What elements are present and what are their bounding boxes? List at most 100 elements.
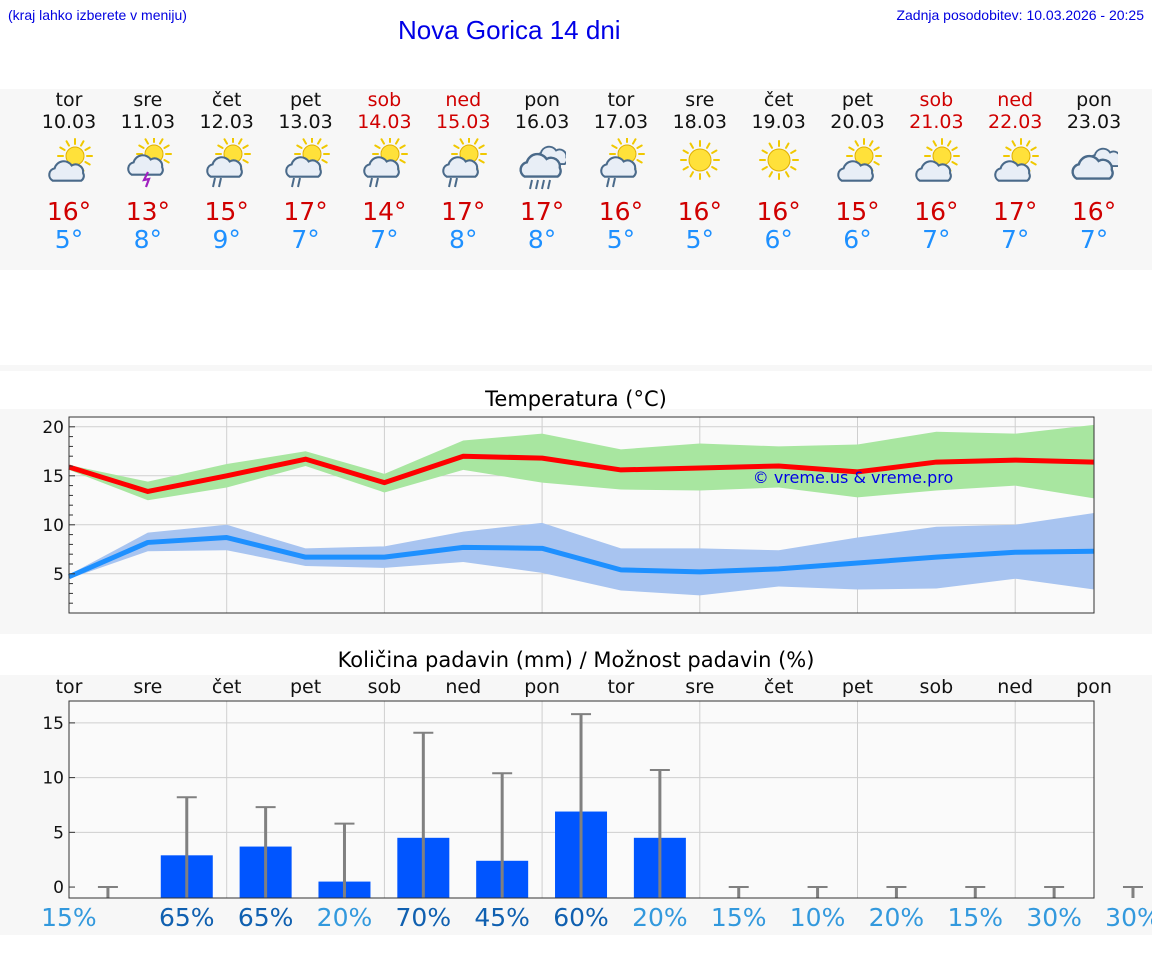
max-temp-line [68,453,1095,494]
min-temp: 8° [133,225,163,254]
day-name: pon [524,89,560,111]
day-name: pet [289,89,322,111]
min-temp: 5° [685,225,714,254]
precip-day-label: čet [211,676,242,698]
day-date: 16.03 [514,111,570,133]
precip-day-label: čet [763,676,794,698]
y-tick-label: 10 [42,516,64,536]
day-date: 11.03 [120,111,176,133]
day-name: pet [841,89,874,111]
last-update: Zadnja posodobitev: 10.03.2026 - 20:25 [896,7,1144,23]
day-date: 22.03 [987,111,1043,133]
day-name: sre [133,89,163,111]
cloud-icon [1070,138,1122,186]
precip-probability: 30% [1026,903,1082,932]
precipitation-chart: 0 5 10 15 [42,700,1143,899]
day-name: tor [607,89,635,111]
day-date: 15.03 [436,111,491,133]
precip-day-label: pet [841,676,874,698]
precipitation-chart-title: Količina padavin (mm) / Možnost padavin … [337,648,815,672]
min-temp: 6° [843,225,872,254]
precip-probability: 65% [237,903,294,932]
day-name: sob [919,89,954,111]
plot-frame [68,700,1095,899]
max-temp: 17° [993,197,1038,226]
min-temp: 7° [922,225,951,254]
min-temp: 9° [212,225,241,254]
precip-probability: 15% [710,903,767,932]
y-tick-label: 5 [53,823,64,843]
precip-day-label: pon [1076,676,1112,698]
sun-cloud-rain-icon [282,136,330,188]
day-date: 12.03 [199,111,254,133]
page-title: Nova Gorica 14 dni [398,15,621,45]
y-tick-label: 20 [42,418,64,438]
max-temp: 15° [204,197,249,226]
min-temp: 5° [606,225,636,254]
precip-day-label: sob [367,676,402,698]
day-name: sre [685,89,715,111]
sun-icon [755,138,803,186]
temperature-chart-title: Temperatura (°C) [485,387,667,411]
max-temp: 16° [756,197,801,226]
max-temp: 16° [1071,197,1117,226]
precip-probability: 10% [789,903,846,932]
min-temp: 7° [291,225,320,254]
temperature-chart: 5 10 15 20 © vreme.us & vreme.pro [42,416,1095,614]
watermark: © vreme.us & vreme.pro [753,468,954,487]
max-temp: 16° [46,197,92,226]
precip-probability: 70% [395,903,452,932]
max-temp: 14° [362,197,407,226]
day-date: 20.03 [830,111,885,133]
day-name: ned [445,89,482,111]
sun-cloud-rain-icon [439,136,488,188]
y-tick-label: 15 [42,467,64,487]
precip-day-label: sre [685,676,715,698]
max-temp: 16° [914,197,959,226]
y-tick-label: 15 [42,714,64,734]
day-date: 10.03 [41,111,97,133]
precip-probability: 20% [868,903,925,932]
sun-cloud-rain-icon [360,136,409,188]
sun-cloud-rain-icon [203,136,251,188]
sun-cloud-icon [45,138,93,186]
precip-probability: 15% [947,903,1004,932]
daily-forecast-band [0,89,1152,270]
precip-probability: 20% [316,903,373,932]
min-temp: 8° [449,225,478,254]
min-temp-line [68,535,1095,580]
day-date: 21.03 [909,111,964,133]
max-temp: 15° [835,197,880,226]
day-name: tor [55,89,83,111]
day-name: pon [1076,89,1112,111]
max-temp: 17° [283,197,328,226]
min-temp: 7° [1079,225,1109,254]
min-temp: 6° [764,225,793,254]
precip-probability: 20% [632,903,688,932]
precip-probability: 30% [1105,903,1152,932]
day-name: sob [367,89,402,111]
sun-cloud-thunder-icon [124,136,172,188]
sun-cloud-icon [991,138,1040,186]
region-hint: (kraj lahko izberete v meniju) [8,7,187,23]
y-tick-label: 5 [53,565,64,585]
min-temp: 7° [370,225,399,254]
sun-icon [676,138,724,186]
max-temp: 13° [125,197,170,226]
precip-probability: 60% [553,903,609,932]
precip-day-label: ned [997,676,1034,698]
sun-cloud-rain-icon [597,136,645,188]
max-temp: 16° [598,197,644,226]
day-date: 17.03 [593,111,649,133]
sun-cloud-icon [912,138,961,186]
min-temp: 8° [527,225,557,254]
day-name: čet [763,89,794,111]
day-name: ned [997,89,1034,111]
day-date: 13.03 [278,111,333,133]
precip-day-label: pet [289,676,322,698]
max-temp: 16° [677,197,722,226]
precip-day-label: pon [524,676,560,698]
precip-day-label: sob [919,676,954,698]
day-date: 23.03 [1066,111,1122,133]
precip-day-label: sre [133,676,163,698]
